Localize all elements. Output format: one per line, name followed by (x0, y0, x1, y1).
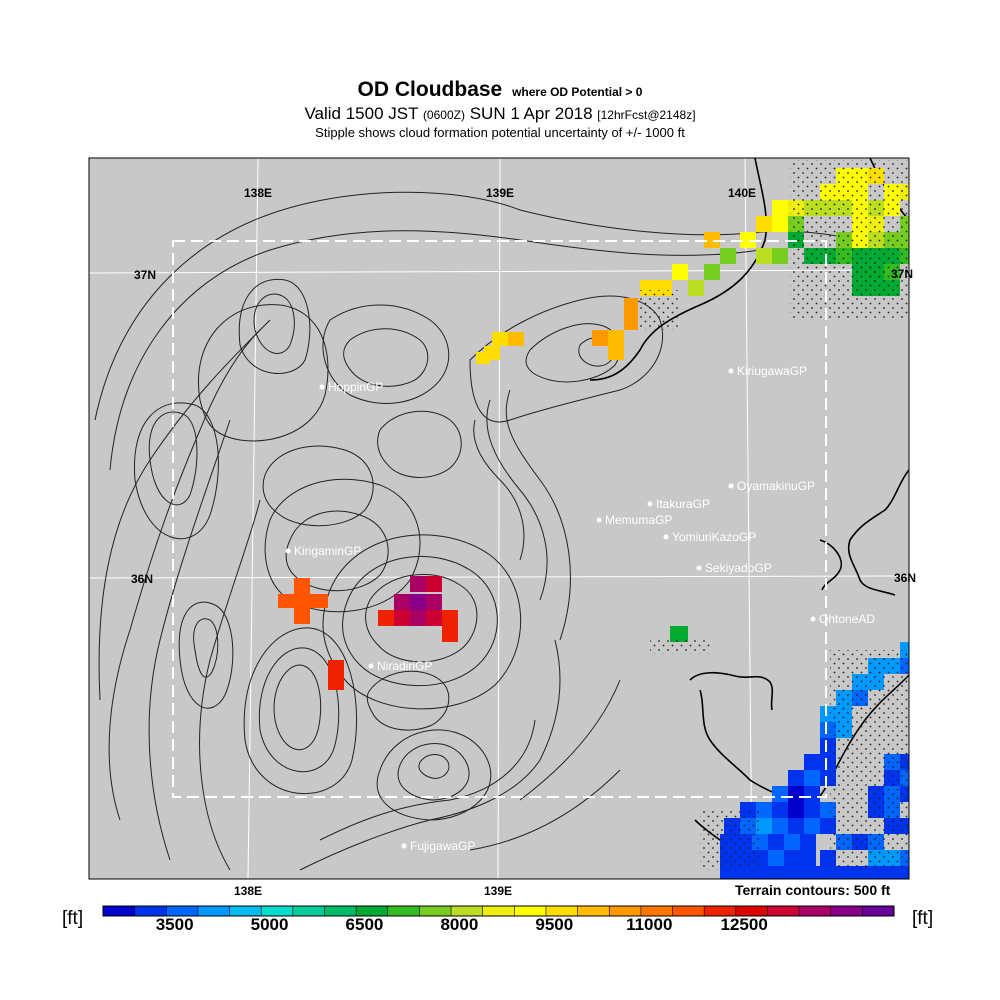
colorbar-swatch (672, 906, 705, 916)
colorbar-swatch (451, 906, 484, 916)
lon-bottom-label: 139E (484, 884, 512, 898)
colorbar-swatch (292, 906, 325, 916)
forecast-label: [12hrFcst@2148z] (597, 108, 696, 122)
colorbar-label: 8000 (440, 915, 479, 934)
colorbar-swatch (197, 906, 231, 916)
colorbar-swatch (166, 906, 199, 916)
station-label: KirigaminGP (294, 544, 361, 558)
colorbar-swatch (261, 906, 294, 916)
lon-top-label: 139E (486, 186, 514, 200)
station-label: OyamakinuGP (737, 479, 815, 493)
station-label: HoppinGP (328, 380, 383, 394)
station-label: YomiuriKazoGP (672, 530, 756, 544)
station-dot (728, 368, 734, 374)
lon-bottom-label: 138E (234, 884, 262, 898)
colorbar-swatch (134, 906, 167, 916)
colorbar-label: 11000 (626, 915, 673, 934)
station-dot (647, 501, 653, 507)
lat-right-label: 36N (894, 571, 916, 585)
valid-date: SUN 1 Apr 2018 (469, 104, 593, 123)
lat-left-label: 37N (134, 268, 156, 282)
colorbar-swatch (324, 906, 357, 916)
inner-domain-box (172, 240, 827, 798)
station-label: FujigawaGP (410, 839, 475, 853)
colorbar-outline (102, 905, 895, 917)
colorbar-label: 3500 (155, 915, 194, 934)
station-dot (368, 663, 374, 669)
station-label: ItakuraGP (656, 497, 710, 511)
station-markers: KiriugawaGP HoppinGP OyamakinuGP ItakuraGP M… (285, 364, 875, 853)
terrain-note: Terrain contours: 500 ft (735, 882, 891, 898)
graticule (89, 158, 909, 879)
colorbar-swatch (704, 906, 737, 916)
lat-right-label: 37N (891, 267, 913, 281)
colorbar-swatch (545, 906, 579, 916)
station-dot (696, 565, 702, 571)
colorbar-swatch (767, 906, 800, 916)
colorbar-swatch (419, 906, 452, 916)
map-frame (88, 157, 910, 880)
station-label: OhtoneAD (819, 612, 875, 626)
title-main: OD Cloudbase (357, 78, 503, 101)
station-dot (319, 384, 325, 390)
lat-left-label: 36N (131, 572, 153, 586)
colorbar-swatch (482, 906, 515, 916)
colorbar-swatch (640, 906, 674, 916)
colorbar-label: 5000 (250, 915, 289, 934)
station-dot (285, 548, 291, 554)
axis-labels: 138E 139E 140E 138E 139E 37N 36N 37N 36N (131, 186, 916, 898)
lon-top-label: 138E (244, 186, 272, 200)
colorbar-swatch (799, 906, 832, 916)
station-dot (596, 517, 602, 523)
colorbar-swatch (735, 906, 768, 916)
colorbar-label: 9500 (535, 915, 574, 934)
station-label: NiradiriGP (377, 659, 432, 673)
title-suffix: where OD Potential > 0 (512, 85, 643, 99)
colorbar-unit-left: [ft] (62, 908, 84, 929)
valid-line: Valid 1500 JST (0600Z) SUN 1 Apr 2018 [1… (0, 104, 1000, 125)
colorbar (102, 905, 895, 917)
station-dot (810, 616, 816, 622)
subtitle: Stipple shows cloud formation potential … (315, 125, 685, 140)
colorbar-swatch (609, 906, 642, 916)
valid-prefix: Valid 1500 JST (304, 104, 419, 123)
lon-top-label: 140E (728, 186, 756, 200)
colorbar-swatch (103, 906, 136, 916)
colorbar-swatch (830, 906, 863, 916)
main-title: OD Cloudbase where OD Potential > 0 (0, 78, 1000, 104)
station-dot (663, 534, 669, 540)
colorbar-label: 12500 (720, 915, 768, 934)
colorbar-swatch (387, 906, 420, 916)
colorbar-swatch (577, 906, 610, 916)
colorbar-swatch (862, 906, 895, 916)
title-block: OD Cloudbase where OD Potential > 0 Vali… (0, 78, 1000, 140)
colorbar-swatch (356, 906, 389, 916)
station-label: KiriugawaGP (737, 364, 807, 378)
valid-zulu: (0600Z) (422, 108, 465, 122)
colorbar-swatch (229, 906, 262, 916)
station-dot (401, 843, 407, 849)
cloudbase-cells-central (278, 576, 688, 690)
station-dot (728, 483, 734, 489)
station-label: MemumaGP (605, 513, 672, 527)
colorbar-label: 6500 (345, 915, 384, 934)
colorbar-swatch (514, 906, 547, 916)
station-label: SekiyadoGP (705, 561, 772, 575)
colorbar-unit-right: [ft] (912, 908, 934, 929)
